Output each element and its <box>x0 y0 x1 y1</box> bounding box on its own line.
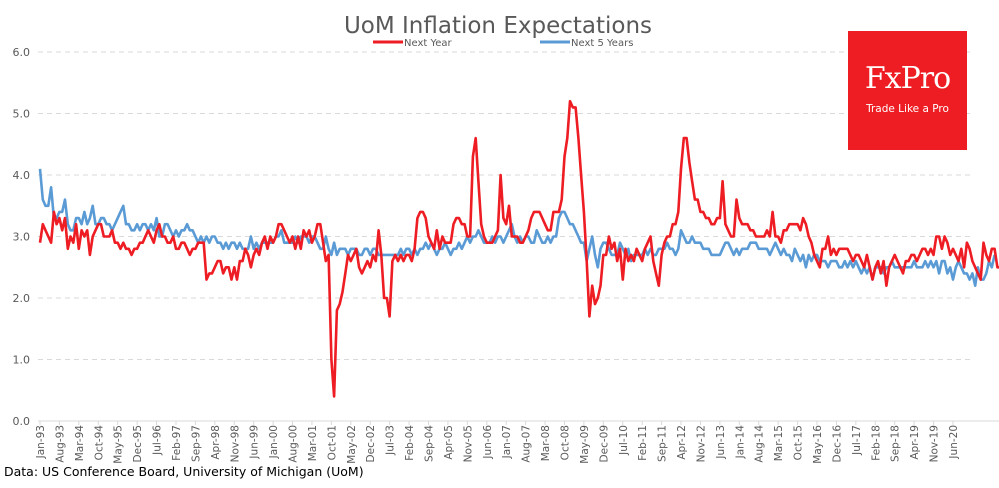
x-tick-label: Jul-17 <box>851 425 863 456</box>
gridlines <box>38 51 970 360</box>
y-tick-label: 6.0 <box>13 46 31 59</box>
x-tick-label: Apr-98 <box>210 425 222 460</box>
x-tick-label: Mar-15 <box>773 425 785 461</box>
x-tick-label: Jan-14 <box>734 425 746 460</box>
x-tick-label: Apr-12 <box>676 425 688 460</box>
x-tick-label: May-95 <box>113 425 125 464</box>
x-tick-label: Nov-05 <box>462 425 474 462</box>
x-tick-label: Aug-93 <box>54 425 66 463</box>
x-tick-label: May-02 <box>346 425 358 464</box>
x-axis: Jan-93 Aug-93 Mar-94 Oct-94 May-95 Dec-95 Jul-… <box>35 420 999 464</box>
y-tick-label: 5.0 <box>13 108 31 121</box>
x-tick-label: May-16 <box>812 425 824 464</box>
x-tick-label: Nov-98 <box>229 425 241 462</box>
legend: Next Year Next 5 Years <box>373 38 633 49</box>
x-tick-label: Mar-01 <box>307 425 319 461</box>
x-tick-label: Jun-06 <box>482 425 494 460</box>
x-tick-label: Oct-01 <box>326 425 338 460</box>
x-tick-label: Aug-00 <box>288 425 300 463</box>
legend-label: Next Year <box>404 38 453 49</box>
x-tick-label: Jun-20 <box>948 425 960 460</box>
x-tick-label: Dec-09 <box>598 425 610 462</box>
x-tick-label: Sep-97 <box>190 425 202 462</box>
x-tick-label: Oct-15 <box>793 425 805 460</box>
x-tick-label: Jan-93 <box>35 425 47 459</box>
fxpro-logo: FxPro Trade Like a Pro <box>848 31 967 150</box>
y-tick-label: 3.0 <box>13 231 31 244</box>
legend-label: Next 5 Years <box>571 38 633 49</box>
x-tick-label: Dec-02 <box>365 425 377 462</box>
x-tick-label: Oct-94 <box>93 425 105 461</box>
y-tick-label: 1.0 <box>13 354 31 367</box>
x-tick-label: Nov-12 <box>695 425 707 462</box>
x-tick-label: Jul-03 <box>385 425 397 456</box>
x-tick-label: Nov-19 <box>929 425 941 462</box>
y-axis: 0.0 1.0 2.0 3.0 4.0 5.0 6.0 <box>13 46 31 428</box>
y-tick-label: 2.0 <box>13 292 31 305</box>
x-tick-label: Oct-08 <box>559 425 571 460</box>
x-tick-label: Apr-19 <box>909 425 921 460</box>
x-tick-label: Aug-07 <box>521 425 533 463</box>
x-tick-label: Sep-04 <box>424 425 436 462</box>
logo-tagline: Trade Like a Pro <box>866 103 949 115</box>
y-tick-label: 4.0 <box>13 169 31 182</box>
x-tick-label: Mar-94 <box>74 425 86 462</box>
x-tick-label: Jul-10 <box>618 425 630 456</box>
x-tick-label: Feb-04 <box>404 425 416 461</box>
x-tick-label: Dec-95 <box>132 425 144 462</box>
chart-title: UoM Inflation Expectations <box>344 13 652 39</box>
x-tick-label: Apr-05 <box>443 425 455 460</box>
series-lines <box>38 99 999 398</box>
series-line-next-year <box>38 99 999 398</box>
series-line-next-5-years <box>38 168 996 288</box>
x-tick-label: Jan-07 <box>501 425 513 459</box>
x-tick-label: May-09 <box>579 425 591 464</box>
x-tick-label: Sep-18 <box>890 425 902 462</box>
x-tick-label: Dec-16 <box>831 425 843 463</box>
logo-brand: FxPro <box>864 61 951 96</box>
x-tick-label: Jul-96 <box>152 425 164 456</box>
x-tick-label: Jun-99 <box>249 425 261 460</box>
y-tick-label: 0.0 <box>13 415 31 428</box>
x-tick-label: Jan-00 <box>268 425 280 459</box>
x-tick-label: Jun-13 <box>715 425 727 460</box>
x-tick-label: Feb-18 <box>870 425 882 461</box>
x-tick-label: Feb-11 <box>637 425 649 461</box>
x-tick-label: Feb-97 <box>171 425 183 461</box>
x-tick-label: Aug-14 <box>754 425 766 463</box>
source-note: Data: US Conference Board, University of… <box>4 464 364 479</box>
x-tick-label: Sep-11 <box>657 425 669 462</box>
x-tick-label: Mar-08 <box>540 425 552 461</box>
